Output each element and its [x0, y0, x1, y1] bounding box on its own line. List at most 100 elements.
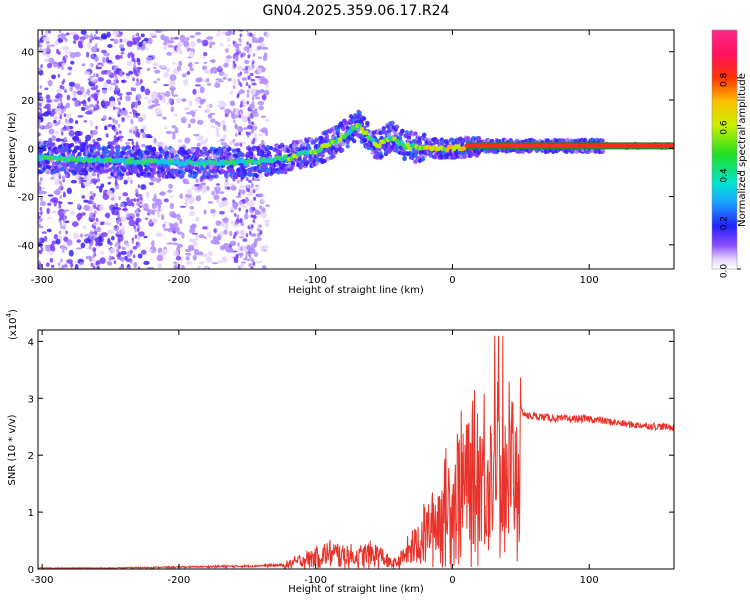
- spectrogram-cell: [119, 96, 123, 101]
- spectrogram-cell: [59, 245, 66, 250]
- spectrogram-y-tick-label: 20: [21, 96, 34, 107]
- spectrogram-cell: [279, 169, 285, 175]
- spectrogram-cell: [151, 202, 157, 210]
- spectrogram-cell: [68, 81, 76, 87]
- spectrogram-cell: [158, 153, 163, 159]
- spectrogram-cell: [244, 212, 249, 220]
- spectrogram-cell: [187, 62, 193, 68]
- spectrogram-cell: [139, 79, 143, 84]
- spectrogram-cell: [186, 48, 194, 51]
- spectrogram-cell: [80, 177, 84, 185]
- spectrogram-cell: [39, 207, 43, 212]
- spectrogram-cell: [122, 109, 128, 116]
- spectrogram-cell: [219, 210, 225, 215]
- spectrogram-cell: [136, 128, 139, 133]
- spectrogram-cell: [58, 175, 62, 180]
- spectrogram-cell: [119, 222, 123, 227]
- spectrogram-cell: [45, 94, 51, 100]
- spectrogram-cell: [245, 66, 249, 71]
- spectrogram-cell: [213, 186, 221, 193]
- spectrogram-cell: [257, 89, 265, 94]
- spectrogram-cell: [240, 246, 243, 251]
- spectrogram-cell: [190, 185, 198, 191]
- spectrogram-cell: [132, 214, 135, 219]
- spectrogram-cell: [142, 131, 146, 139]
- spectrogram-cell: [152, 92, 159, 95]
- spectrogram-cell: [211, 262, 219, 265]
- spectrogram-cell: [207, 82, 211, 87]
- spectrogram-cell: [136, 213, 139, 218]
- spectrogram-cell: [257, 193, 264, 198]
- spectrogram-cell: [227, 146, 232, 152]
- spectrogram-cell: [97, 146, 102, 151]
- spectrogram-cell: [79, 164, 84, 169]
- spectrogram-cell: [298, 139, 303, 144]
- spectrogram-cell: [186, 260, 192, 265]
- spectrogram-cell: [160, 64, 167, 68]
- spectrogram-cell: [257, 65, 264, 69]
- spectrogram-cell: [413, 131, 418, 136]
- spectrogram-cell: [59, 216, 62, 221]
- spectrogram-cell: [236, 51, 239, 56]
- spectrogram-cell: [59, 180, 62, 185]
- spectrogram-cell: [40, 48, 47, 54]
- spectrogram-cell: [140, 184, 147, 190]
- spectrogram-cell: [246, 258, 251, 261]
- spectrogram-cell: [142, 113, 146, 120]
- spectrogram-cell: [239, 184, 245, 189]
- spectrogram-cell: [55, 148, 60, 153]
- spectrogram-cell: [111, 165, 116, 170]
- spectrogram-cell: [162, 116, 167, 120]
- spectrogram-cell: [250, 214, 254, 219]
- spectrogram-cell: [140, 85, 145, 93]
- spectrogram-cell: [115, 85, 119, 90]
- spectrogram-cell: [226, 37, 231, 42]
- spectrogram-cell: [127, 52, 131, 59]
- spectrogram-cell: [108, 247, 116, 254]
- spectrogram-cell: [72, 92, 79, 98]
- spectrogram-cell: [459, 154, 464, 159]
- spectrogram-cell: [237, 142, 240, 147]
- spectrogram-cell: [77, 151, 82, 157]
- spectrogram-cell: [205, 256, 213, 263]
- spectrogram-cell: [233, 119, 236, 124]
- spectrogram-cell: [138, 165, 144, 170]
- spectrogram-cell: [202, 39, 209, 47]
- spectrogram-cell: [33, 210, 36, 214]
- spectrogram-cell: [137, 184, 141, 189]
- colorbar-tick-label: 0.0: [720, 264, 730, 279]
- spectrogram-cell: [119, 137, 123, 142]
- spectrogram-cell: [172, 133, 176, 140]
- spectrogram-cell: [113, 134, 117, 142]
- spectrogram-cell: [130, 104, 134, 109]
- spectrogram-cell: [45, 169, 51, 175]
- spectrogram-cell: [90, 133, 94, 138]
- spectrogram-cell: [57, 262, 61, 267]
- spectrogram-cell: [140, 249, 147, 255]
- spectrogram-cell: [176, 139, 183, 144]
- spectrogram-cell: [125, 242, 131, 248]
- spectrogram-cell: [237, 219, 240, 224]
- spectrogram-cell: [143, 260, 150, 265]
- spectrogram-cell: [85, 173, 93, 181]
- spectrogram-cell: [476, 136, 482, 142]
- spectrogram-cell: [214, 82, 221, 89]
- spectrogram-cell: [189, 50, 195, 58]
- spectrogram-cell: [105, 212, 111, 219]
- spectrogram-cell: [47, 146, 53, 151]
- spectrogram-cell: [93, 73, 96, 78]
- snr-x-tick-label: -300: [31, 575, 54, 586]
- spectrogram-cell: [54, 107, 62, 115]
- spectrogram-cell: [96, 266, 100, 269]
- spectrogram-cell: [180, 116, 187, 124]
- spectrogram-cell: [136, 228, 140, 233]
- spectrogram-cell: [183, 181, 190, 185]
- spectrogram-cell: [223, 229, 228, 235]
- spectrogram-cell: [80, 242, 86, 249]
- spectrogram-cell: [251, 206, 256, 212]
- spectrogram-cell: [324, 137, 330, 142]
- spectrogram-cell: [365, 120, 370, 126]
- spectrogram-cell: [242, 168, 248, 173]
- spectrogram-cell: [236, 253, 239, 258]
- spectrogram-cell: [283, 169, 288, 175]
